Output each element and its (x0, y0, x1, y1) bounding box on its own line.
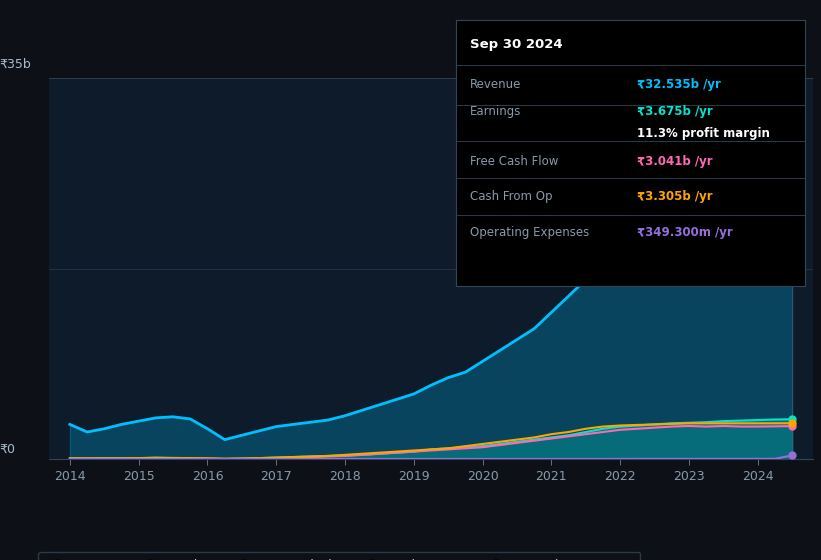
Text: ₹3.041b /yr: ₹3.041b /yr (637, 156, 713, 169)
Text: ₹3.675b /yr: ₹3.675b /yr (637, 105, 713, 118)
Text: ₹349.300m /yr: ₹349.300m /yr (637, 226, 733, 239)
Text: ₹0: ₹0 (0, 442, 16, 455)
Text: Revenue: Revenue (470, 78, 521, 91)
Text: Operating Expenses: Operating Expenses (470, 226, 589, 239)
Text: Cash From Op: Cash From Op (470, 190, 552, 203)
Text: Free Cash Flow: Free Cash Flow (470, 156, 558, 169)
Text: ₹35b: ₹35b (0, 58, 31, 71)
Text: 11.3% profit margin: 11.3% profit margin (637, 128, 770, 141)
Text: Earnings: Earnings (470, 105, 521, 118)
Text: ₹3.305b /yr: ₹3.305b /yr (637, 190, 713, 203)
Text: ₹32.535b /yr: ₹32.535b /yr (637, 78, 721, 91)
Text: Sep 30 2024: Sep 30 2024 (470, 38, 562, 51)
Legend: Revenue, Earnings, Free Cash Flow, Cash From Op, Operating Expenses: Revenue, Earnings, Free Cash Flow, Cash … (39, 552, 640, 560)
